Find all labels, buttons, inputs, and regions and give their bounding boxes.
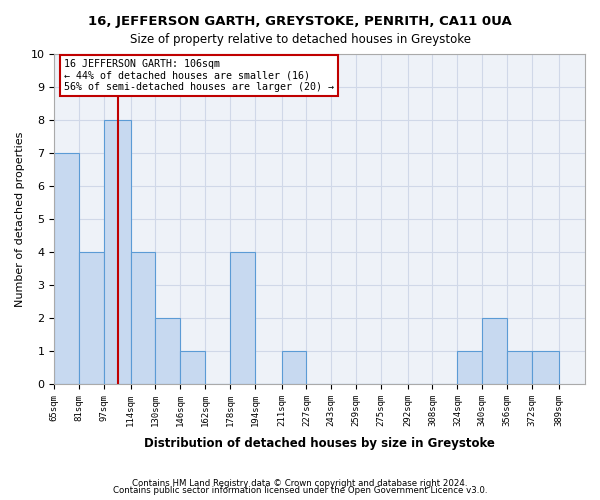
Bar [281,351,307,384]
Bar [532,351,559,384]
Text: Contains HM Land Registry data © Crown copyright and database right 2024.: Contains HM Land Registry data © Crown c… [132,478,468,488]
Bar [181,351,205,384]
Y-axis label: Number of detached properties: Number of detached properties [15,132,25,306]
Bar [482,318,507,384]
Bar [54,153,79,384]
Bar [457,351,482,384]
Bar [104,120,131,384]
Bar [155,318,181,384]
Bar [507,351,532,384]
Bar [79,252,104,384]
X-axis label: Distribution of detached houses by size in Greystoke: Distribution of detached houses by size … [144,437,495,450]
Text: 16, JEFFERSON GARTH, GREYSTOKE, PENRITH, CA11 0UA: 16, JEFFERSON GARTH, GREYSTOKE, PENRITH,… [88,15,512,28]
Text: 16 JEFFERSON GARTH: 106sqm
← 44% of detached houses are smaller (16)
56% of semi: 16 JEFFERSON GARTH: 106sqm ← 44% of deta… [64,59,334,92]
Text: Contains public sector information licensed under the Open Government Licence v3: Contains public sector information licen… [113,486,487,495]
Bar [131,252,155,384]
Bar [230,252,255,384]
Text: Size of property relative to detached houses in Greystoke: Size of property relative to detached ho… [130,32,470,46]
